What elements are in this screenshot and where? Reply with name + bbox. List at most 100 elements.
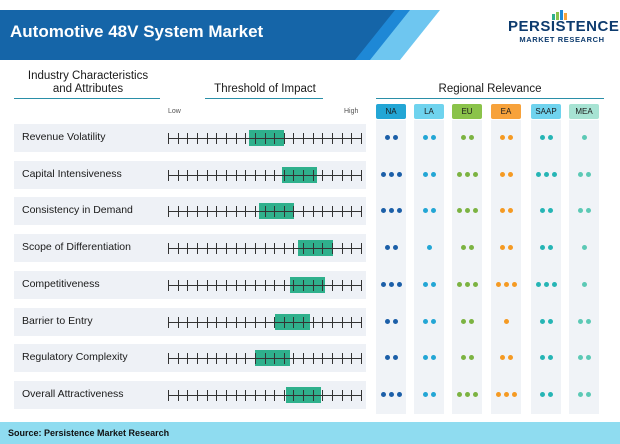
relevance-dot xyxy=(543,171,549,177)
relevance-dot xyxy=(585,208,591,214)
impact-tick xyxy=(361,206,362,218)
relevance-dot xyxy=(581,281,587,287)
impact-tick xyxy=(177,133,179,144)
impact-tick xyxy=(274,389,276,401)
impact-tick xyxy=(235,133,237,144)
relevance-dot xyxy=(539,355,545,361)
impact-tick xyxy=(332,243,334,255)
impact-tick xyxy=(274,243,276,255)
relevance-dots-mea xyxy=(569,391,599,400)
impact-tick xyxy=(187,279,189,291)
relevance-dot xyxy=(464,208,470,214)
impact-tick xyxy=(351,169,353,181)
impact-tick xyxy=(196,169,198,181)
impact-tick xyxy=(312,169,314,181)
relevance-dots-na xyxy=(376,355,406,363)
impact-tick xyxy=(312,353,314,365)
impact-tick xyxy=(312,389,314,401)
impact-tick xyxy=(168,389,169,401)
relevance-dot xyxy=(396,208,402,214)
impact-tick xyxy=(245,316,247,328)
relevance-dot xyxy=(539,391,545,397)
relevance-dot xyxy=(511,281,517,287)
relevance-dot xyxy=(430,135,436,140)
impact-tick xyxy=(225,206,227,218)
relevance-dot xyxy=(392,318,398,324)
relevance-dot xyxy=(468,355,474,361)
relevance-dot xyxy=(380,281,386,287)
regional-header: Regional Relevance xyxy=(438,83,542,95)
impact-tick xyxy=(168,279,169,291)
relevance-dots-la xyxy=(414,391,444,400)
impact-tick xyxy=(245,133,247,144)
impact-tick xyxy=(254,389,256,401)
impact-tick xyxy=(225,353,227,365)
impact-tick xyxy=(254,169,256,181)
relevance-dot xyxy=(547,391,553,397)
impact-tick xyxy=(235,316,237,328)
impact-tick xyxy=(283,169,285,181)
relevance-dot xyxy=(380,208,386,214)
relevance-dot xyxy=(430,355,436,361)
impact-tick xyxy=(216,353,218,365)
relevance-dot xyxy=(547,318,553,324)
relevance-dot xyxy=(503,318,509,324)
impact-tick xyxy=(264,389,266,401)
relevance-dots-la xyxy=(414,245,444,253)
impact-tick xyxy=(322,316,324,328)
impact-tick xyxy=(322,133,324,144)
impact-tick xyxy=(177,206,179,218)
relevance-dot xyxy=(464,281,470,287)
impact-tick xyxy=(235,389,237,401)
relevance-dots-ea xyxy=(491,135,521,143)
impact-tick xyxy=(168,206,169,218)
row-label: Capital Intensiveness xyxy=(22,167,122,180)
logo-sub-text: MARKET RESEARCH xyxy=(519,35,605,44)
impact-tick xyxy=(361,279,362,291)
relevance-dot xyxy=(539,135,545,140)
impact-tick xyxy=(283,316,285,328)
impact-tick xyxy=(225,389,227,401)
impact-tick xyxy=(245,279,247,291)
relevance-dots-saap xyxy=(531,245,561,253)
impact-tick xyxy=(322,353,324,365)
impact-tick xyxy=(206,243,208,255)
relevance-dots-ea xyxy=(491,281,521,290)
impact-tick xyxy=(293,316,295,328)
relevance-dot xyxy=(388,171,394,177)
impact-tick xyxy=(341,243,343,255)
header-banner xyxy=(0,10,440,60)
relevance-dot xyxy=(535,171,541,177)
relevance-dot xyxy=(388,281,394,287)
impact-tick xyxy=(196,133,198,144)
relevance-dot xyxy=(422,135,428,140)
region-column-na xyxy=(376,120,406,414)
relevance-dots-saap xyxy=(531,135,561,143)
impact-tick xyxy=(332,353,334,365)
logo-main-text: PERSISTENCE xyxy=(508,18,620,35)
relevance-dot xyxy=(388,391,394,397)
impact-tick xyxy=(254,316,256,328)
impact-tick xyxy=(312,243,314,255)
impact-tick xyxy=(168,353,169,365)
impact-tick xyxy=(274,206,276,218)
impact-tick xyxy=(341,316,343,328)
impact-tick xyxy=(274,279,276,291)
relevance-dot xyxy=(456,208,462,214)
impact-tick xyxy=(254,206,256,218)
impact-tick xyxy=(332,206,334,218)
relevance-dot xyxy=(430,281,436,287)
relevance-dot xyxy=(581,135,587,140)
impact-tick xyxy=(206,389,208,401)
relevance-dot xyxy=(507,245,513,251)
relevance-dots-mea xyxy=(569,318,599,327)
scale-low-label: Low xyxy=(168,108,181,115)
relevance-dot xyxy=(577,208,583,214)
impact-tick xyxy=(312,279,314,291)
relevance-dots-la xyxy=(414,171,444,180)
impact-tick xyxy=(283,133,285,144)
impact-tick xyxy=(322,243,324,255)
relevance-dots-ea xyxy=(491,245,521,253)
relevance-dot xyxy=(577,391,583,397)
row-label: Overall Attractiveness xyxy=(22,387,124,400)
